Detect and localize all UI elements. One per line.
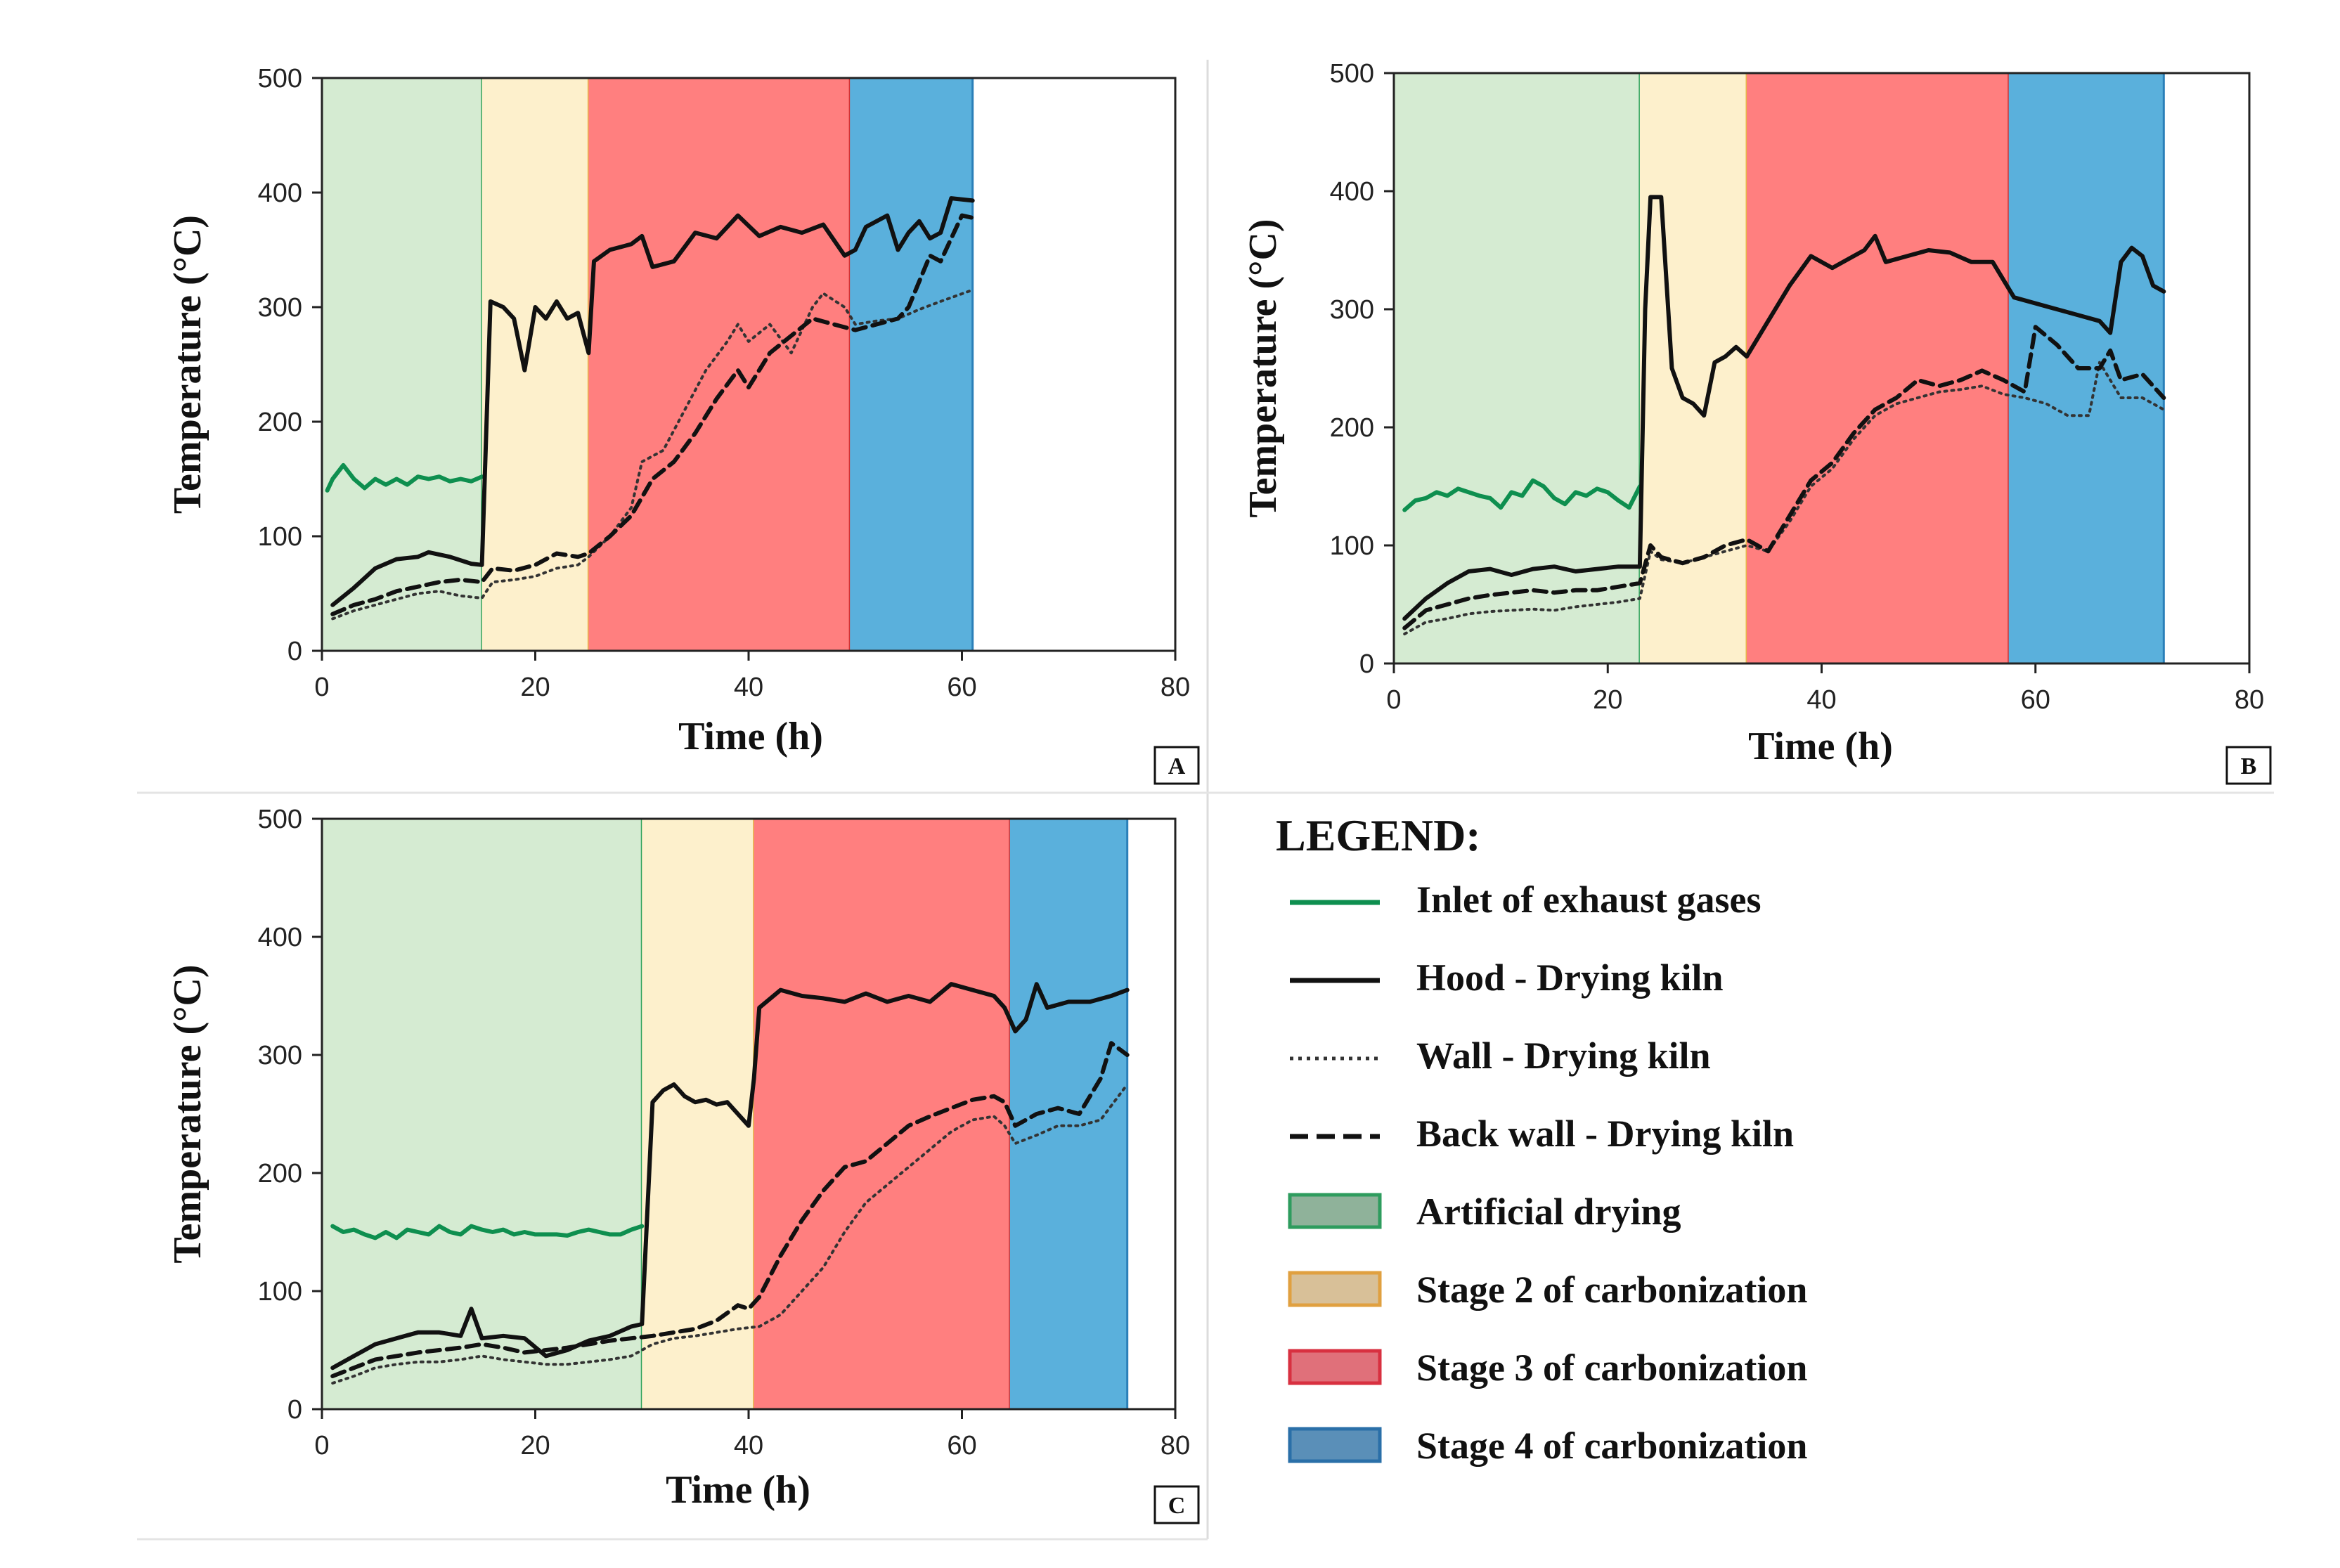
panel-b-xtick-label: 0 — [1386, 685, 1401, 715]
panel-b-series-hood — [1402, 195, 2166, 621]
panel-c-letter: C — [1168, 1493, 1186, 1519]
panel-c-stage-1-band — [322, 819, 642, 1409]
panel-b-stage-1-band — [1394, 73, 1640, 663]
panel-a-xtick-label: 60 — [947, 673, 976, 702]
panel-c-xtick-label: 60 — [947, 1431, 976, 1460]
panel-b-xtick-label: 80 — [2235, 685, 2264, 715]
legend-label-2: Wall - Drying kiln — [1416, 1035, 1711, 1077]
panel-a-xlabel: Time (h) — [678, 715, 823, 758]
legend-patch-5 — [1288, 1271, 1382, 1307]
panel-b-ytick-label: 300 — [1330, 295, 1374, 325]
panel-c-series-hood — [330, 982, 1130, 1371]
panel-b-xlabel: Time (h) — [1748, 725, 1893, 768]
panel-c-xtick-label: 20 — [520, 1431, 550, 1460]
panel-c-ylabel: Temperature (°C) — [166, 964, 209, 1263]
panel-c-series-wall — [331, 1083, 1129, 1385]
legend-label-3: Back wall - Drying kiln — [1416, 1113, 1794, 1155]
panel-a-xtick-label: 40 — [734, 673, 763, 702]
panel-a-ytick-label: 100 — [258, 522, 302, 552]
legend-title: LEGEND: — [1276, 810, 1481, 860]
panel-c-xlabel: Time (h) — [666, 1468, 810, 1512]
legend-patch-7 — [1288, 1427, 1382, 1463]
panel-a-ytick-label: 400 — [258, 179, 302, 208]
panel-a-ytick-label: 0 — [287, 637, 302, 666]
panel-a-series-wall — [331, 288, 974, 621]
panel-c-stage-4-band — [1009, 819, 1127, 1409]
panel-a-ylabel: Temperature (°C) — [166, 215, 209, 514]
panel-c-xtick-label: 0 — [314, 1431, 329, 1460]
panel-a-stage-3-band — [588, 78, 851, 651]
panel-b-ytick-label: 500 — [1330, 59, 1374, 89]
panel-b-xtick-label: 40 — [1806, 685, 1836, 715]
panel-b-stage-2-band — [1639, 73, 1747, 663]
panel-b-xtick-label: 20 — [1593, 685, 1622, 715]
panel-a-stage-1-band — [322, 78, 482, 651]
panel-a-letter: A — [1168, 753, 1186, 779]
panel-b-ytick-label: 200 — [1330, 413, 1374, 443]
panel-b-series-backwall — [1402, 325, 2166, 630]
panel-b-series-inlet — [1402, 478, 1642, 512]
panel-c-chart: 0 100 200 300 400 500 0 20 40 60 80 Time (h) Tempera… — [166, 805, 1190, 1512]
legend-label-1: Hood - Drying kiln — [1416, 957, 1724, 999]
panel-b-chart: 0 100 200 300 400 500 0 20 40 60 80 Time (h) Tempera… — [1241, 59, 2264, 768]
panel-c-stage-3-band — [754, 819, 1010, 1409]
panel-b-label-box: B — [2225, 746, 2272, 785]
panel-a-series-inlet — [325, 462, 484, 493]
panel-a-series-hood — [330, 196, 975, 607]
panel-a-chart: 0 100 200 300 400 500 0 20 40 60 80 Time (h) Tempera… — [166, 64, 1190, 758]
panel-a-xtick-label: 0 — [314, 673, 329, 702]
panel-b-series-wall — [1403, 361, 2166, 635]
panel-c-series-inlet — [330, 1224, 645, 1240]
legend-patch-6 — [1288, 1349, 1382, 1385]
legend-patch-4 — [1288, 1193, 1382, 1229]
legend-label-5: Stage 2 of carbonization — [1416, 1269, 1807, 1311]
panel-a-ytick-label: 200 — [258, 408, 302, 437]
panel-c-ytick-label: 200 — [258, 1159, 302, 1188]
panel-c-label-box: C — [1153, 1485, 1200, 1524]
panel-c-ytick-label: 300 — [258, 1041, 302, 1070]
panel-b-ytick-label: 100 — [1330, 531, 1374, 561]
panel-a-series-backwall — [330, 213, 975, 616]
panel-a-label-box: A — [1153, 746, 1200, 785]
panel-c-ytick-label: 100 — [258, 1277, 302, 1307]
legend-label-7: Stage 4 of carbonization — [1416, 1425, 1807, 1467]
legend-label-4: Artificial drying — [1416, 1191, 1681, 1233]
panel-c-xtick-label: 80 — [1161, 1431, 1190, 1460]
panel-b-xtick-label: 60 — [2021, 685, 2050, 715]
panel-b-ytick-label: 400 — [1330, 177, 1374, 207]
panel-a-ytick-label: 300 — [258, 293, 302, 323]
panel-b-ylabel: Temperature (°C) — [1241, 219, 1285, 517]
legend-label-0: Inlet of exhaust gases — [1416, 879, 1762, 921]
panel-b-ytick-label: 0 — [1359, 649, 1374, 679]
legend-label-6: Stage 3 of carbonization — [1416, 1347, 1807, 1389]
panel-c-xtick-label: 40 — [734, 1431, 763, 1460]
panel-c-ytick-label: 400 — [258, 923, 302, 952]
panel-a-ytick-label: 500 — [258, 64, 302, 93]
panel-c-ytick-label: 500 — [258, 805, 302, 834]
panel-c-ytick-label: 0 — [287, 1395, 302, 1425]
legend: LEGEND: Inlet of exhaust gases Hood - Dry… — [1276, 810, 1807, 1467]
panel-a-stage-4-band — [850, 78, 973, 651]
panel-c-series-backwall — [330, 1041, 1130, 1378]
panel-b-letter: B — [2241, 753, 2257, 779]
panel-a-xtick-label: 80 — [1161, 673, 1190, 702]
panel-b-stage-3-band — [1747, 73, 2009, 663]
panel-a-xtick-label: 20 — [520, 673, 550, 702]
